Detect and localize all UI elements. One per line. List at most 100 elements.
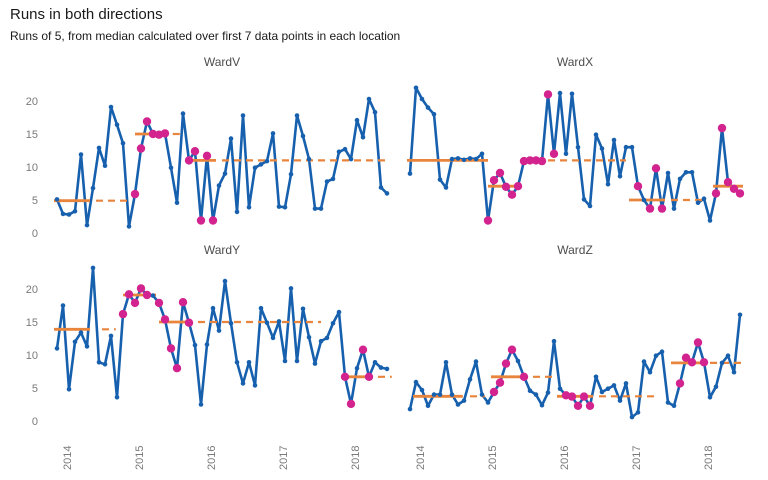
run-data-point: [364, 372, 374, 381]
data-point: [479, 392, 485, 397]
x-axis-tick-label: 2017: [631, 445, 643, 470]
data-point: [270, 335, 276, 341]
data-point: [695, 200, 701, 205]
data-point: [443, 185, 449, 190]
run-data-point: [585, 401, 595, 410]
run-data-point: [525, 156, 535, 165]
data-point: [659, 349, 665, 354]
data-point: [647, 369, 653, 375]
data-point: [449, 392, 455, 397]
data-point: [665, 400, 671, 405]
data-point: [300, 133, 306, 139]
data-point: [114, 395, 120, 400]
data-point: [90, 185, 96, 191]
data-point: [84, 344, 90, 349]
data-point: [372, 109, 378, 115]
run-data-point: [130, 298, 140, 308]
data-point: [557, 386, 563, 391]
data-point: [479, 151, 485, 157]
data-point: [180, 111, 186, 116]
x-axis-tick-label: 2015: [487, 445, 499, 470]
data-point: [318, 206, 324, 211]
data-point: [114, 122, 120, 128]
run-data-point: [501, 182, 511, 191]
data-point: [437, 177, 443, 182]
data-point: [551, 338, 557, 344]
run-data-point: [166, 344, 176, 353]
data-point: [54, 197, 60, 202]
data-point: [605, 181, 611, 187]
data-point: [282, 358, 288, 364]
data-point: [527, 388, 533, 393]
data-point: [473, 156, 479, 162]
run-data-point: [489, 387, 499, 397]
run-data-point: [358, 345, 368, 354]
data-point: [725, 353, 731, 358]
run-data-point: [573, 401, 583, 410]
data-point: [300, 306, 306, 312]
data-point: [90, 265, 96, 271]
data-point: [288, 172, 294, 177]
run-data-point: [729, 184, 739, 193]
data-point: [467, 156, 473, 161]
run-data-point: [124, 290, 134, 299]
data-point: [593, 132, 599, 137]
data-point: [419, 387, 425, 393]
data-point: [437, 392, 443, 397]
data-point: [533, 392, 539, 397]
data-point: [515, 358, 521, 364]
run-data-point: [507, 190, 517, 199]
data-point: [413, 379, 419, 385]
data-point: [413, 85, 419, 91]
run-data-point: [693, 338, 703, 347]
data-point: [485, 400, 491, 405]
data-point: [384, 191, 390, 196]
data-point: [545, 390, 551, 395]
run-data-point: [160, 315, 170, 324]
x-axis-tick-label: 2018: [350, 445, 362, 470]
data-point: [318, 338, 324, 344]
data-point: [108, 333, 114, 339]
data-point: [641, 359, 647, 364]
run-data-point: [184, 318, 194, 327]
panel-wardx-plot: [407, 85, 745, 225]
data-point: [623, 381, 629, 386]
data-point: [228, 136, 234, 141]
run-data-point: [513, 182, 523, 191]
run-data-point: [172, 364, 182, 373]
series-line: [408, 86, 742, 222]
data-point: [665, 170, 671, 176]
data-point: [407, 171, 413, 176]
run-data-point: [633, 182, 643, 191]
run-data-point: [579, 392, 589, 401]
data-point: [288, 286, 294, 291]
chart-title: Runs in both directions: [10, 6, 163, 23]
data-point: [276, 319, 282, 324]
data-point: [431, 111, 437, 117]
data-point: [240, 381, 246, 386]
data-point: [126, 224, 132, 229]
data-point: [348, 156, 354, 162]
series-line: [55, 97, 389, 228]
data-point: [354, 365, 360, 371]
data-point: [66, 212, 72, 217]
data-point: [611, 383, 617, 388]
run-data-point: [208, 216, 218, 225]
data-point: [210, 305, 216, 311]
data-point: [72, 208, 78, 214]
run-data-point: [130, 189, 140, 199]
run-data-point: [495, 378, 505, 387]
data-point: [240, 113, 246, 118]
run-data-point: [711, 189, 721, 198]
data-point: [306, 334, 312, 340]
x-axis-tick-label: 2018: [703, 445, 715, 470]
data-point: [372, 360, 378, 365]
run-data-point: [735, 189, 745, 198]
data-point: [276, 204, 282, 209]
series-line: [55, 266, 389, 406]
data-point: [246, 360, 252, 365]
run-data-point: [717, 123, 727, 133]
data-point: [378, 185, 384, 190]
data-point: [222, 171, 228, 176]
